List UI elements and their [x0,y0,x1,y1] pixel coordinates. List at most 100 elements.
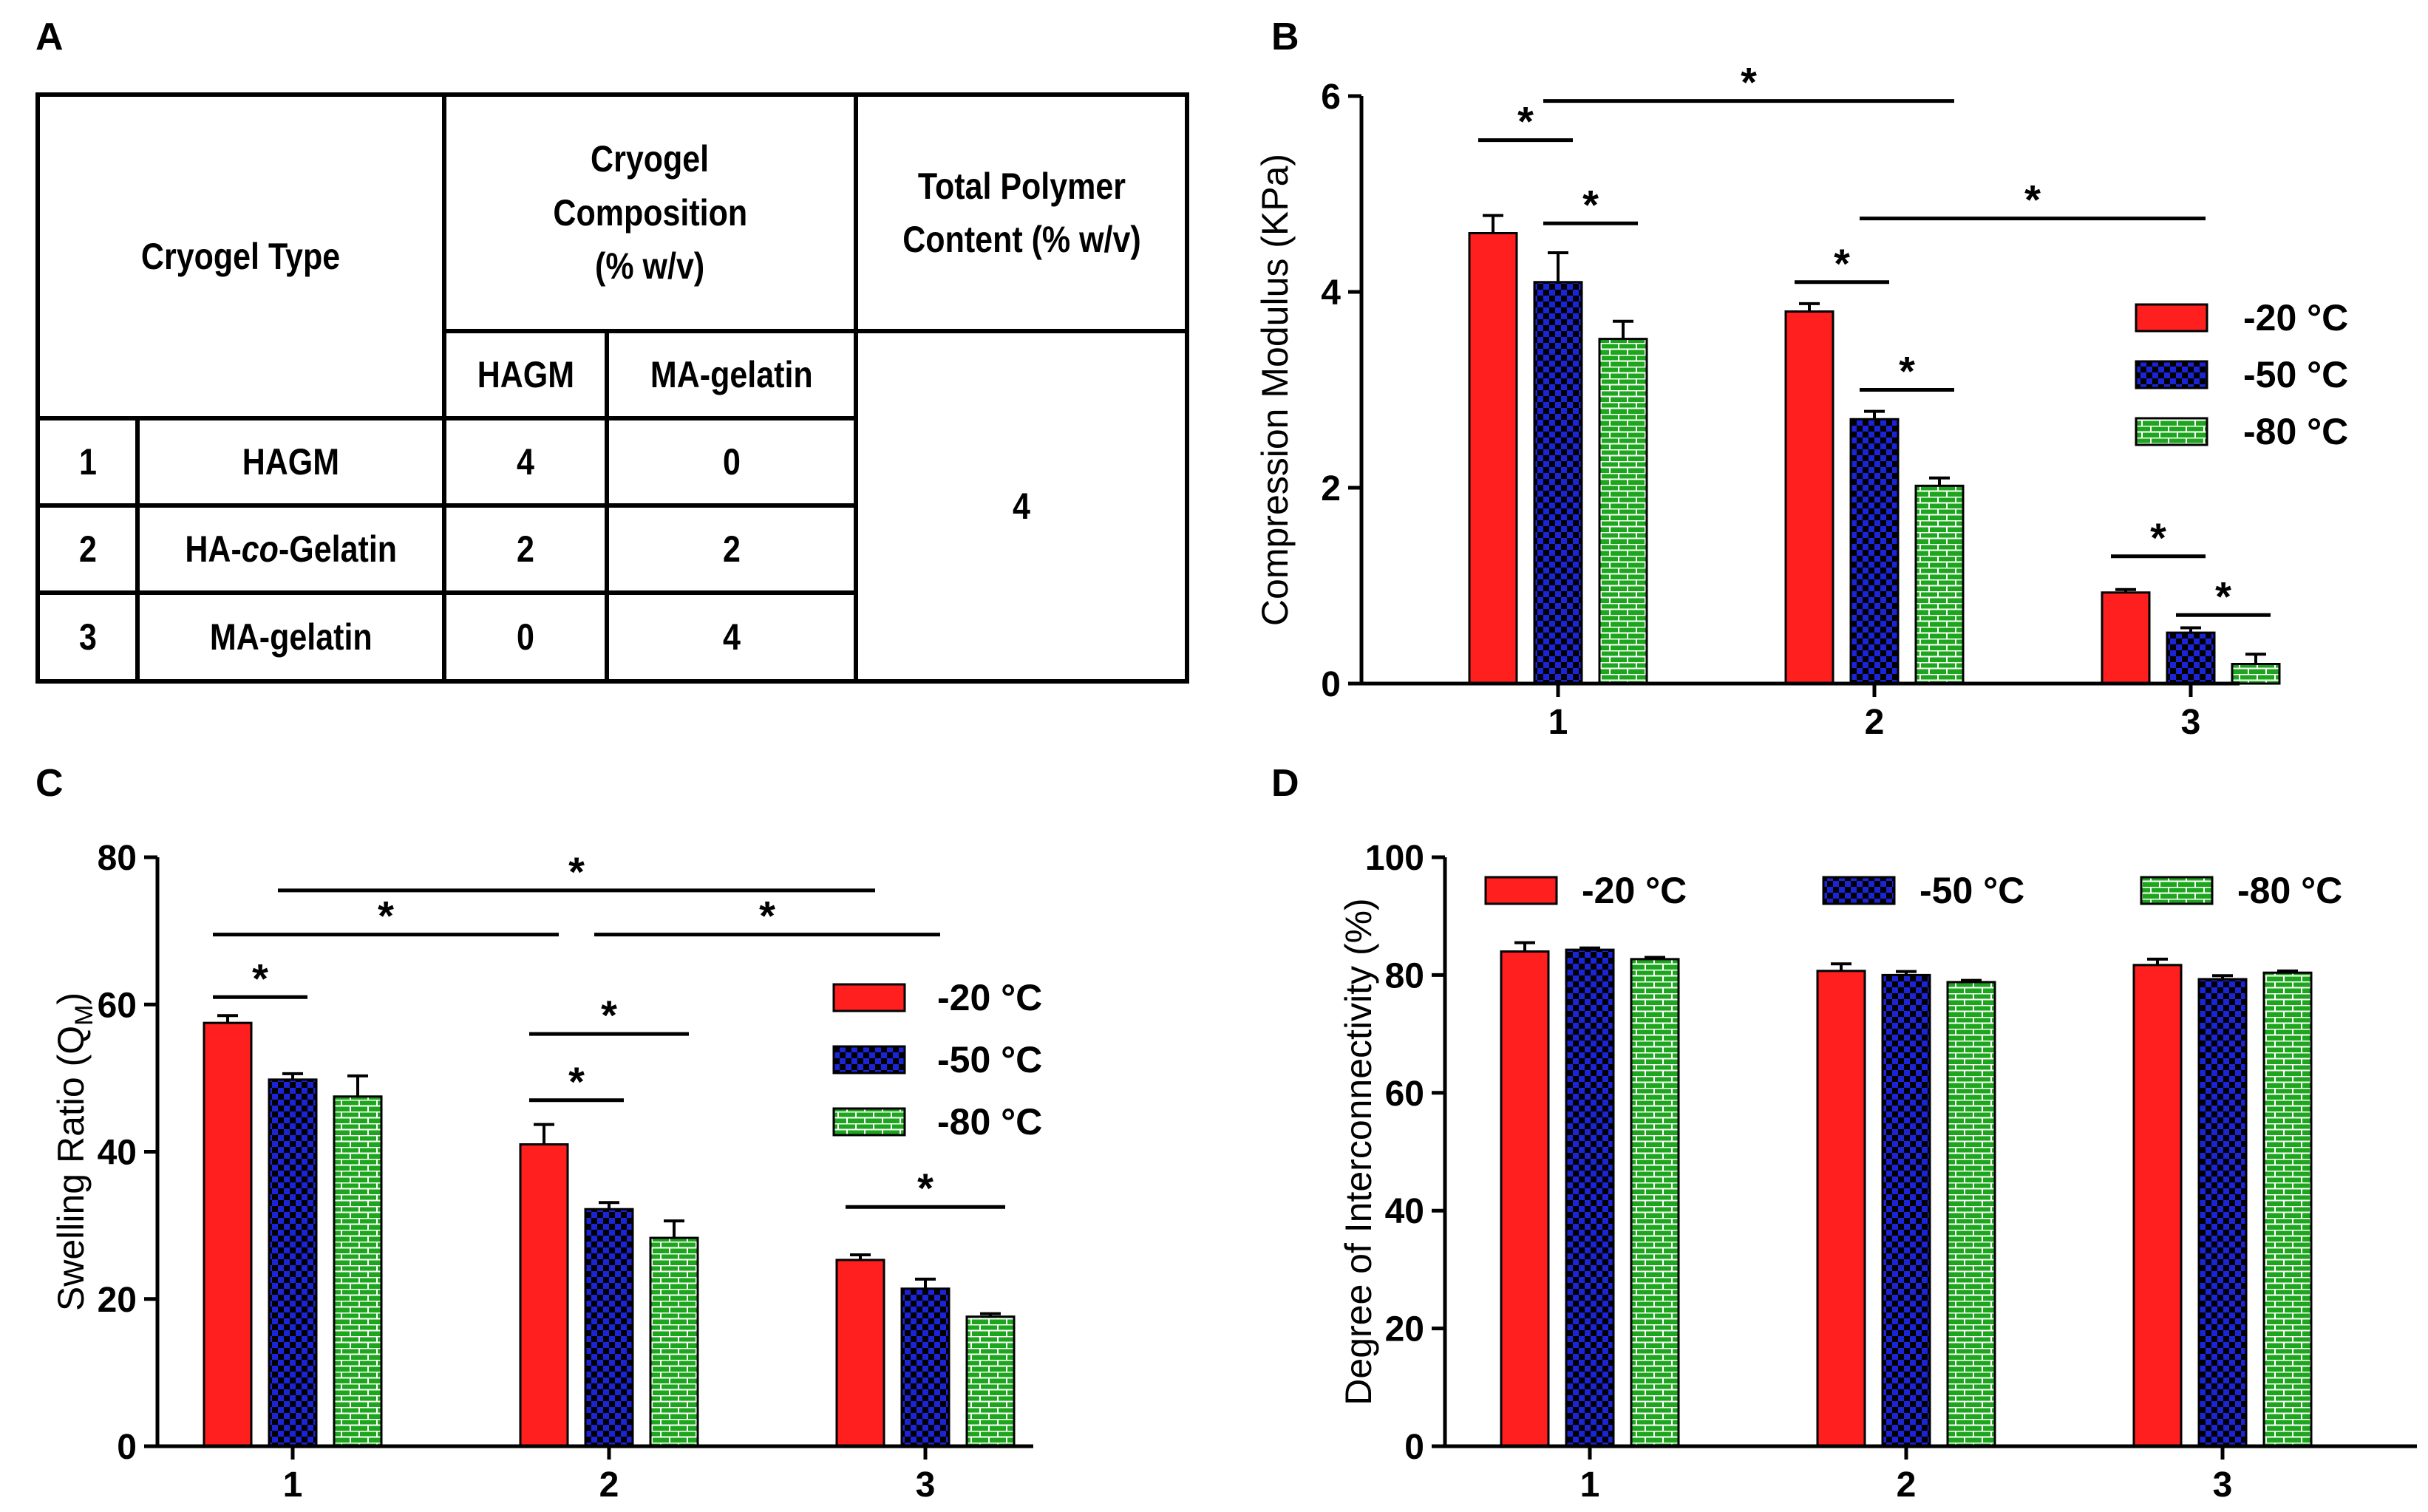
x-tick-label: 2 [599,1465,619,1505]
panel-label-a: A [35,16,64,58]
bar [2166,631,2216,685]
y-axis-title-end: ) [50,992,92,1005]
x-tick-label: 1 [1548,703,1568,742]
legend-swatch [2135,360,2208,389]
legend-swatch [2140,876,2214,905]
y-tick-label: 60 [98,986,137,1025]
legend-label: -50 °C [937,1039,1042,1080]
significance-star: * [2150,514,2166,561]
y-tick-label: 20 [98,1281,137,1320]
significance-star: * [2215,573,2231,619]
panel-label-b: B [1271,16,1299,58]
bar [203,1021,253,1448]
x-tick-label: 1 [1580,1465,1600,1505]
y-axis-title: Swelling Ratio (QM) [50,992,98,1311]
x-tick-label: 1 [283,1465,303,1505]
row-cryogel-name: HAGM [135,416,447,508]
bar [2132,964,2183,1448]
bar [1784,310,1834,685]
chart-panel-b: 0 2 4 6 1 2 3 Compression Modulus (KPa) * * * * * * * *… [1254,59,2348,742]
bar [2262,971,2313,1448]
significance-star: * [1517,98,1534,145]
significance-star: * [2024,177,2041,223]
row-hagm-value: 4 [442,416,610,508]
significance-star: * [378,893,394,939]
panel-label-d: D [1271,762,1299,805]
row-cryogel-name: MA-gelatin [135,590,447,684]
bar [1946,981,1996,1448]
y-tick-label: 2 [1321,469,1341,508]
bar [1500,950,1550,1448]
y-tick-label: 100 [1365,839,1424,878]
table-row: 3 MA-gelatin 0 4 [35,590,1187,684]
legend-swatch [832,1045,906,1075]
x-tick-label: 2 [1897,1465,1917,1505]
significance-star: * [252,955,268,1001]
y-tick-label: 60 [1385,1075,1424,1114]
bar [519,1143,569,1448]
bar [1468,232,1518,685]
legend-label: -20 °C [2243,297,2348,338]
composition-table-panel: Cryogel Type Cryogel Composition (% w/v)… [35,92,1190,684]
table-row: 2 HA-co-Gelatin 2 2 [35,503,1187,595]
y-tick-label: 80 [98,839,137,878]
legend-swatch [2135,417,2208,446]
bar [2231,663,2281,685]
header-total-polymer: Total Polymer Content (% w/v) [854,92,1190,333]
significance-star: * [1582,181,1599,228]
bar [1881,973,1931,1448]
bar [2101,591,2151,685]
significance-star: * [601,992,617,1038]
x-tick-label: 3 [2181,703,2201,742]
y-axis-title: Degree of Interconnectivity (%) [1338,898,1379,1405]
chart-panel-c: 0 20 40 60 80 1 2 3 Swelling Ratio (QM) * * * * * * * -2… [50,839,1042,1505]
bar [835,1259,885,1448]
bar [1816,970,1866,1448]
row-hagm-value: 0 [442,590,610,684]
row-ma-gelatin-value: 4 [605,590,859,684]
bar [584,1208,634,1448]
legend-swatch [1822,876,1896,905]
y-tick-label: 80 [1385,956,1424,995]
y-tick-label: 40 [98,1134,137,1173]
legend-label: -80 °C [2237,870,2342,911]
bar [649,1236,699,1448]
significance-star: * [568,1058,585,1105]
y-tick-label: 0 [1321,665,1341,704]
legend-swatch [832,1107,906,1137]
significance-star: * [759,893,775,939]
bar [900,1287,951,1448]
row-ma-gelatin-value: 0 [605,416,859,508]
legend-label: -20 °C [1582,870,1687,911]
y-tick-label: 0 [117,1428,137,1467]
significance-star: * [1899,348,1915,395]
y-axis-title: Compression Modulus (KPa) [1254,154,1296,626]
panel-label-c: C [35,762,64,805]
legend-label: -80 °C [2243,411,2348,452]
bar [268,1078,318,1448]
bar [965,1315,1016,1448]
legend-swatch [832,983,906,1012]
total-polymer-value: 4 [854,329,1190,684]
row-number: 1 [35,416,140,508]
bar [1533,281,1583,685]
row-hagm-value: 2 [442,503,610,595]
bar [1630,958,1680,1448]
bar [1565,948,1615,1448]
bar [1914,484,1965,685]
bar [333,1095,383,1448]
legend-label: -80 °C [937,1101,1042,1142]
y-tick-label: 20 [1385,1310,1424,1349]
subheader-hagm: HAGM [442,329,610,420]
composition-table: Cryogel Type Cryogel Composition (% w/v)… [35,92,1190,684]
y-axis-title-subscript: M [70,1005,98,1026]
bar [1598,338,1648,685]
row-number: 3 [35,590,140,684]
chart-panel-d: 0 20 40 60 80 100 1 2 3 Degree of Interconnectivi… [1338,839,2417,1505]
legend-label: -20 °C [937,977,1042,1018]
bar [1849,418,1900,685]
y-tick-label: 40 [1385,1192,1424,1231]
y-tick-label: 4 [1321,273,1341,313]
header-composition: Cryogel Composition (% w/v) [442,92,859,333]
